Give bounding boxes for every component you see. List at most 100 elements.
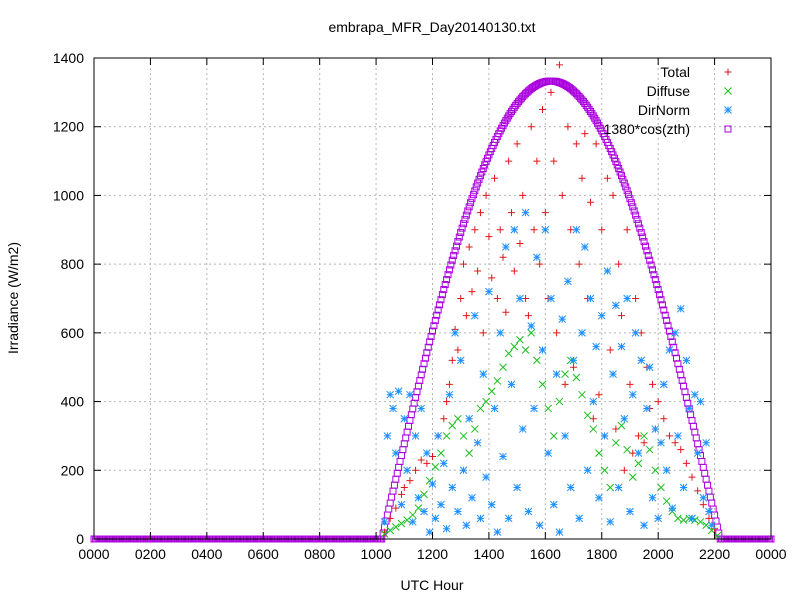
curve-point	[460, 220, 468, 228]
curve-point	[616, 168, 624, 176]
dirnorm-point	[679, 483, 688, 492]
total-point	[454, 346, 462, 354]
curve-point	[430, 322, 438, 330]
diffuse-point	[640, 432, 648, 440]
dirnorm-point	[586, 294, 595, 303]
dirnorm-point	[685, 404, 694, 413]
total-point	[581, 130, 589, 138]
total-point	[634, 432, 642, 440]
diffuse-point	[679, 516, 688, 524]
total-point	[609, 191, 617, 199]
diffuse-point	[442, 432, 451, 440]
diffuse-point	[628, 473, 637, 482]
diffuse-point	[527, 329, 536, 337]
total-point	[649, 380, 657, 388]
total-point	[533, 157, 541, 165]
curve-point	[447, 261, 455, 269]
dirnorm-point	[530, 404, 538, 413]
diffuse-point	[533, 356, 541, 365]
y-tick-label: 200	[61, 462, 85, 478]
dirnorm-point	[504, 514, 513, 523]
curve-point	[657, 296, 665, 304]
curve-point	[468, 195, 476, 203]
dirnorm-point	[501, 243, 510, 251]
total-point	[397, 490, 405, 498]
total-point	[423, 459, 431, 467]
dirnorm-point	[705, 507, 713, 516]
legend-label: 1380*cos(zth)	[604, 121, 690, 137]
x-tick-label: 0000	[78, 546, 109, 562]
dirnorm-point	[662, 466, 671, 475]
dirnorm-point	[578, 329, 586, 337]
curve-point	[437, 296, 445, 304]
total-point	[606, 346, 614, 354]
total-point	[457, 295, 465, 302]
curve-point	[467, 199, 475, 207]
diffuse-point	[470, 425, 479, 433]
x-tick-label: 0000	[755, 546, 786, 562]
total-point	[491, 174, 499, 182]
curve-point	[646, 256, 654, 264]
legend: Total Diffuse DirNorm 1380*cos(zth)	[604, 64, 732, 137]
diffuse-point	[493, 377, 502, 385]
curve-point	[633, 215, 641, 223]
curve-point	[656, 291, 664, 299]
total-point	[586, 198, 594, 206]
dirnorm-point	[707, 521, 716, 530]
dirnorm-point	[400, 414, 409, 423]
diffuse-point	[617, 421, 626, 430]
total-point	[541, 209, 549, 217]
curve-point	[441, 281, 449, 289]
total-point	[564, 123, 572, 131]
dirnorm-point	[580, 243, 589, 251]
dirnorm-point	[411, 432, 420, 440]
curve-point	[658, 301, 666, 309]
total-point	[603, 174, 611, 182]
dirnorm-point	[561, 432, 569, 440]
x-tick-label: 1600	[530, 546, 561, 562]
dirnorm-point	[682, 356, 691, 365]
total-point	[677, 446, 685, 454]
diffuse-point	[634, 459, 643, 468]
x-tick-label: 0600	[248, 546, 279, 562]
total-point	[485, 233, 493, 241]
curve-point	[445, 266, 453, 274]
curve-point	[469, 191, 477, 199]
dirnorm-point	[659, 380, 668, 389]
dirnorm-point	[490, 404, 499, 413]
curve-point	[465, 203, 473, 211]
diffuse-point	[504, 349, 513, 358]
curve-point	[627, 199, 635, 207]
dirnorm-point	[552, 370, 561, 378]
y-tick-label: 0	[76, 531, 84, 547]
dirnorm-point	[533, 253, 541, 262]
y-tick-label: 1200	[53, 119, 84, 135]
dirnorm-point	[406, 390, 414, 399]
curve-point	[434, 306, 442, 314]
curve-point	[629, 203, 637, 211]
diffuse-point	[589, 425, 598, 433]
diffuse-point	[696, 517, 705, 526]
dirnorm-point	[699, 493, 708, 502]
diffuse-point	[651, 466, 660, 475]
dirnorm-point	[566, 483, 575, 492]
curve-point	[654, 286, 662, 294]
dirnorm-point	[538, 346, 547, 354]
total-point	[516, 240, 524, 248]
curve-point	[475, 175, 483, 183]
curve-point	[451, 247, 459, 255]
total-point	[578, 174, 586, 182]
curve-point	[462, 211, 470, 219]
dirnorm-point	[640, 521, 648, 530]
curve-point	[455, 233, 463, 241]
curve-point	[476, 172, 484, 180]
dirnorm-point	[414, 493, 423, 502]
diffuse-point	[674, 514, 682, 523]
curve-point	[423, 349, 431, 357]
total-point	[632, 295, 640, 302]
dirnorm-point	[437, 500, 445, 509]
curve-point	[620, 179, 628, 187]
curve-point	[651, 276, 659, 284]
curve-point	[649, 266, 657, 274]
dirnorm-point	[583, 466, 592, 475]
